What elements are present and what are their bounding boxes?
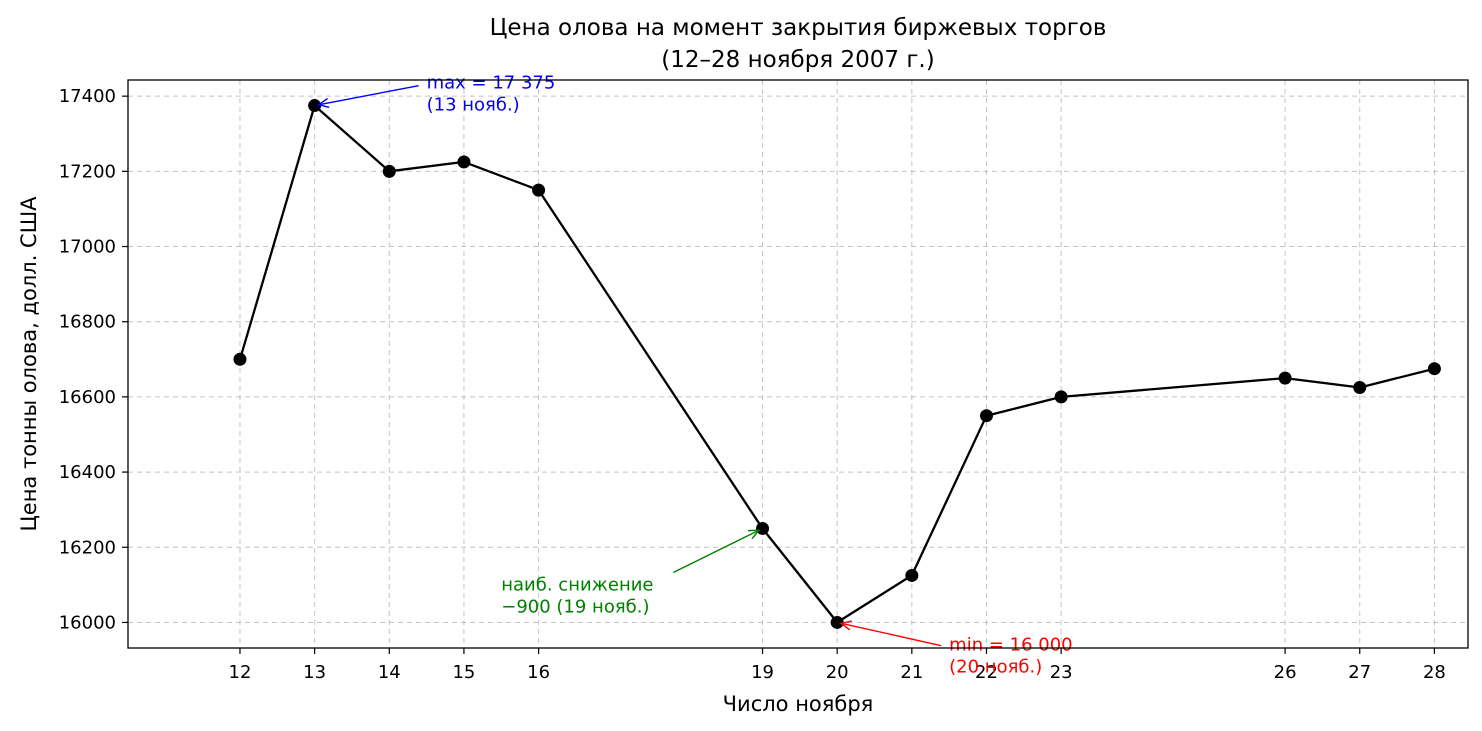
data-point [532, 183, 546, 197]
annotation-max: max = 17 375(13 нояб.) [316, 73, 556, 116]
annotation-min-line1: min = 16 000 [949, 635, 1072, 656]
x-axis-label: Число ноября [723, 692, 874, 716]
data-point [979, 409, 993, 423]
annotation-max-line2: (13 нояб.) [427, 95, 520, 116]
data-point [756, 521, 770, 535]
annotation-drop-line2: −900 (19 нояб.) [501, 596, 649, 617]
data-point [233, 352, 247, 366]
chart-title-line2: (12–28 ноября 2007 г.) [661, 47, 934, 73]
y-tick-label: 16600 [59, 387, 116, 408]
data-point [1278, 371, 1292, 385]
y-tick-label: 16000 [59, 612, 116, 633]
plot-frame [127, 79, 1469, 649]
chart-title-line1: Цена олова на момент закрытия биржевых т… [490, 15, 1107, 41]
data-point [905, 568, 919, 582]
grid [128, 80, 1468, 648]
annotation-drop-line1: наиб. снижение [501, 574, 653, 595]
data-point [308, 99, 322, 113]
annotation-drop-arrow [672, 529, 760, 574]
x-tick-label: 21 [900, 662, 923, 683]
annotation-min: min = 16 000(20 нояб.) [839, 620, 1073, 678]
y-axis-label: Цена тонны олова, долл. США [17, 196, 41, 532]
annotation-min-line2: (20 нояб.) [949, 657, 1042, 678]
annotation-min-arrowhead [839, 620, 852, 631]
y-tick-label: 17200 [59, 161, 116, 182]
x-tick-label: 16 [527, 662, 550, 683]
x-tick-label: 22 [975, 662, 998, 683]
x-tick-label: 23 [1050, 662, 1073, 683]
data-point [382, 164, 396, 178]
y-tick-label: 16400 [59, 462, 116, 483]
x-tick-label: 13 [303, 662, 326, 683]
x-tick-label: 20 [826, 662, 849, 683]
price-series [233, 99, 1441, 629]
data-point [1427, 362, 1441, 376]
data-point [830, 615, 844, 629]
annotations: max = 17 375(13 нояб.) наиб. снижение−900… [316, 73, 1073, 678]
y-tick-label: 17400 [59, 86, 116, 107]
data-point [457, 155, 471, 169]
x-tick-label: 27 [1348, 662, 1371, 683]
x-tick-label: 28 [1423, 662, 1446, 683]
data-point [1054, 390, 1068, 404]
x-tick-label: 12 [229, 662, 252, 683]
x-tick-label: 14 [378, 662, 401, 683]
annotation-drop: наиб. снижение−900 (19 нояб.) [501, 529, 761, 617]
x-tick-label: 26 [1274, 662, 1297, 683]
axis-ticks: 12 13 14 15 16 19 20 21 22 23 26 27 28 16000 16200 1640… [59, 86, 1446, 683]
annotation-max-line1: max = 17 375 [427, 73, 556, 94]
data-point [1353, 380, 1367, 394]
annotation-min-arrow [840, 622, 942, 647]
annotation-max-arrow [318, 84, 419, 106]
x-tick-label: 19 [751, 662, 774, 683]
y-tick-label: 16200 [59, 537, 116, 558]
annotation-max-arrowhead [316, 97, 330, 109]
annotation-drop-arrowhead [747, 529, 761, 540]
y-tick-label: 16800 [59, 312, 116, 333]
y-tick-label: 17000 [59, 237, 116, 258]
x-tick-label: 15 [452, 662, 475, 683]
